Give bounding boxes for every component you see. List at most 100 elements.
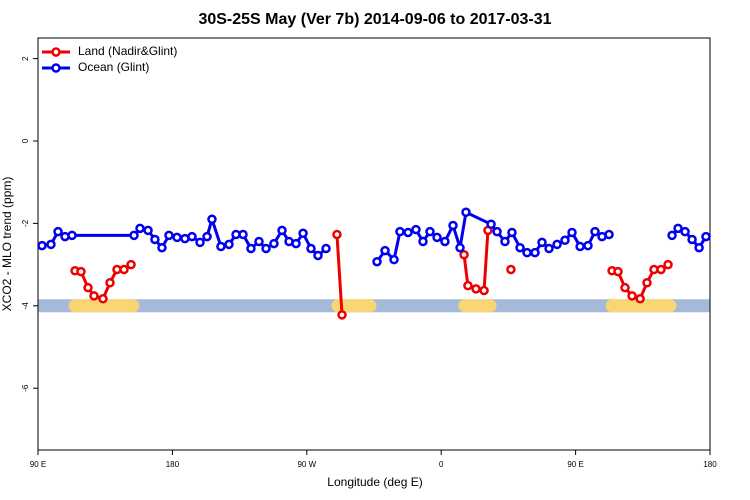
point [246,243,256,254]
point [604,229,614,240]
point [627,291,637,301]
point [403,227,413,238]
point [207,214,217,225]
y-tick-label: 2 [21,56,30,61]
point [395,226,405,237]
point [313,250,323,261]
point [440,236,450,247]
point [687,234,697,245]
point [306,243,316,254]
point [667,230,677,241]
legend-label: Land (Nadir&Glint) [78,44,177,58]
point [459,249,469,260]
point [380,245,390,256]
point [522,247,532,258]
point [150,234,160,245]
point [701,231,711,242]
point [126,259,136,270]
point [216,241,226,252]
x-axis-label: Longitude (deg E) [327,475,422,489]
point [291,238,301,249]
point [129,230,139,241]
point [76,266,86,277]
point [389,254,399,265]
point [135,223,145,234]
point [663,259,673,270]
legend-marker [51,47,61,57]
point [432,232,442,243]
legend-marker [51,63,61,73]
point [67,230,77,241]
point [680,226,690,237]
point [500,236,510,247]
x-tick-label: 90 W [297,460,316,469]
point [479,285,489,296]
point [544,243,554,254]
point [642,277,652,288]
y-tick-label: -2 [21,219,30,227]
point [298,228,308,239]
point [119,264,129,275]
point [471,284,481,294]
y-tick-label: 0 [21,138,30,143]
point [418,236,428,247]
point [492,226,502,237]
point [620,282,630,293]
chart-title: 30S-25S May (Ver 7b) 2014-09-06 to 2017-… [198,11,551,28]
point [507,227,517,238]
plot-frame [37,37,711,451]
y-tick-label: -6 [21,384,30,392]
point [238,229,248,240]
point [425,226,435,237]
y-tick-label: -4 [21,302,30,310]
point [515,242,525,253]
point [537,237,547,248]
x-tick-label: 180 [166,460,180,469]
point [486,219,496,229]
point [635,294,645,304]
point [187,231,197,242]
point [590,226,600,237]
point [254,236,264,247]
point [455,242,465,253]
point [164,230,174,241]
point [37,240,47,251]
point [337,310,347,320]
point [98,294,108,304]
point [321,243,331,254]
point [172,232,182,243]
point [506,264,516,275]
point [143,225,153,236]
point [613,266,623,277]
point [53,226,63,237]
point [89,291,99,301]
point [277,225,287,236]
point [583,240,593,251]
point [411,224,421,235]
legend-label: Ocean (Glint) [78,60,149,74]
y-axis-label: XCO2 - MLO trend (ppm) [0,177,14,312]
point [560,235,570,246]
point [552,239,562,250]
point [195,237,205,248]
point [656,264,666,275]
point [224,239,234,250]
x-tick-label: 0 [439,460,444,469]
point [673,223,683,234]
point [448,220,458,231]
x-tick-label: 90 E [30,460,46,469]
point [567,227,577,238]
point [372,256,382,267]
point [575,241,585,252]
point [461,207,471,218]
point [463,280,473,291]
point [157,242,167,253]
x-tick-label: 90 E [567,460,583,469]
point [261,243,271,254]
point [332,229,342,240]
point [202,231,212,242]
point [530,247,540,258]
point [105,277,115,288]
x-tick-label: 180 [703,460,717,469]
